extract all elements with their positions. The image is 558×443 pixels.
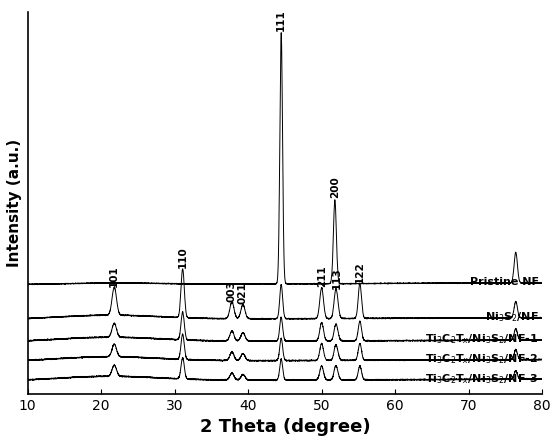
Text: Ti$_3$C$_2$T$_x$/Ni$_3$S$_2$/NF-1: Ti$_3$C$_2$T$_x$/Ni$_3$S$_2$/NF-1 [425, 332, 538, 346]
X-axis label: 2 Theta (degree): 2 Theta (degree) [200, 418, 370, 436]
Text: 111: 111 [276, 9, 286, 31]
Text: Ti$_3$C$_2$T$_x$/Ni$_3$S$_2$/NF-3: Ti$_3$C$_2$T$_x$/Ni$_3$S$_2$/NF-3 [425, 372, 538, 385]
Text: 113: 113 [331, 267, 341, 288]
Text: Pristine NF: Pristine NF [470, 277, 538, 287]
Y-axis label: Intensity (a.u.): Intensity (a.u.) [7, 139, 22, 267]
Text: 021: 021 [238, 282, 248, 304]
Text: Ni$_3$S$_2$/NF: Ni$_3$S$_2$/NF [485, 310, 538, 324]
Text: Ti$_3$C$_2$T$_x$/Ni$_3$S$_2$/NF-2: Ti$_3$C$_2$T$_x$/Ni$_3$S$_2$/NF-2 [425, 352, 538, 365]
Text: 122: 122 [355, 261, 365, 283]
Text: 211: 211 [316, 265, 326, 287]
Text: 200: 200 [330, 176, 340, 198]
Text: 110: 110 [177, 246, 187, 268]
Text: 003: 003 [227, 280, 237, 302]
Text: 101: 101 [109, 265, 119, 287]
